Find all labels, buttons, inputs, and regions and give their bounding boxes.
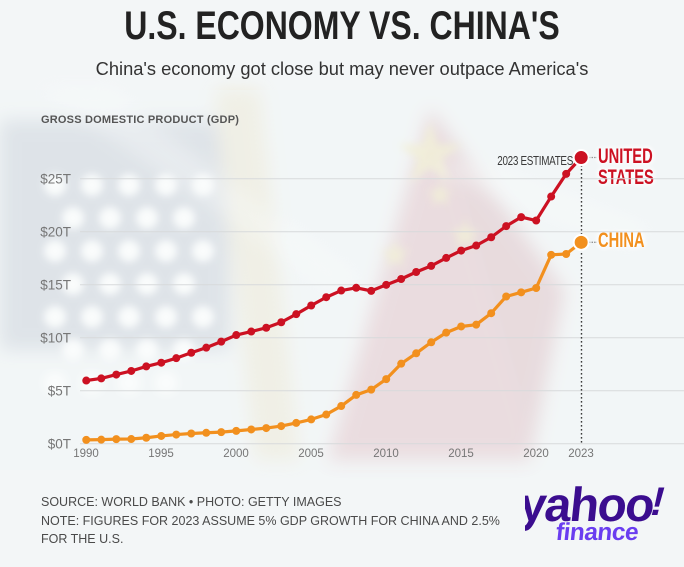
svg-text:2023: 2023 — [568, 448, 594, 460]
svg-text:2020: 2020 — [523, 448, 549, 460]
svg-text:$10T: $10T — [40, 331, 71, 346]
svg-text:2005: 2005 — [298, 448, 324, 460]
svg-text:2015: 2015 — [448, 448, 474, 460]
svg-text:2010: 2010 — [373, 448, 399, 460]
svg-text:1990: 1990 — [73, 448, 99, 460]
svg-text:$15T: $15T — [40, 278, 71, 293]
svg-text:$25T: $25T — [40, 172, 71, 187]
svg-text:$0T: $0T — [48, 437, 71, 452]
svg-text:1995: 1995 — [148, 448, 174, 460]
svg-text:2000: 2000 — [223, 448, 249, 460]
svg-text:finance: finance — [555, 519, 640, 544]
svg-text:$5T: $5T — [48, 384, 71, 399]
svg-text:$20T: $20T — [40, 225, 71, 240]
